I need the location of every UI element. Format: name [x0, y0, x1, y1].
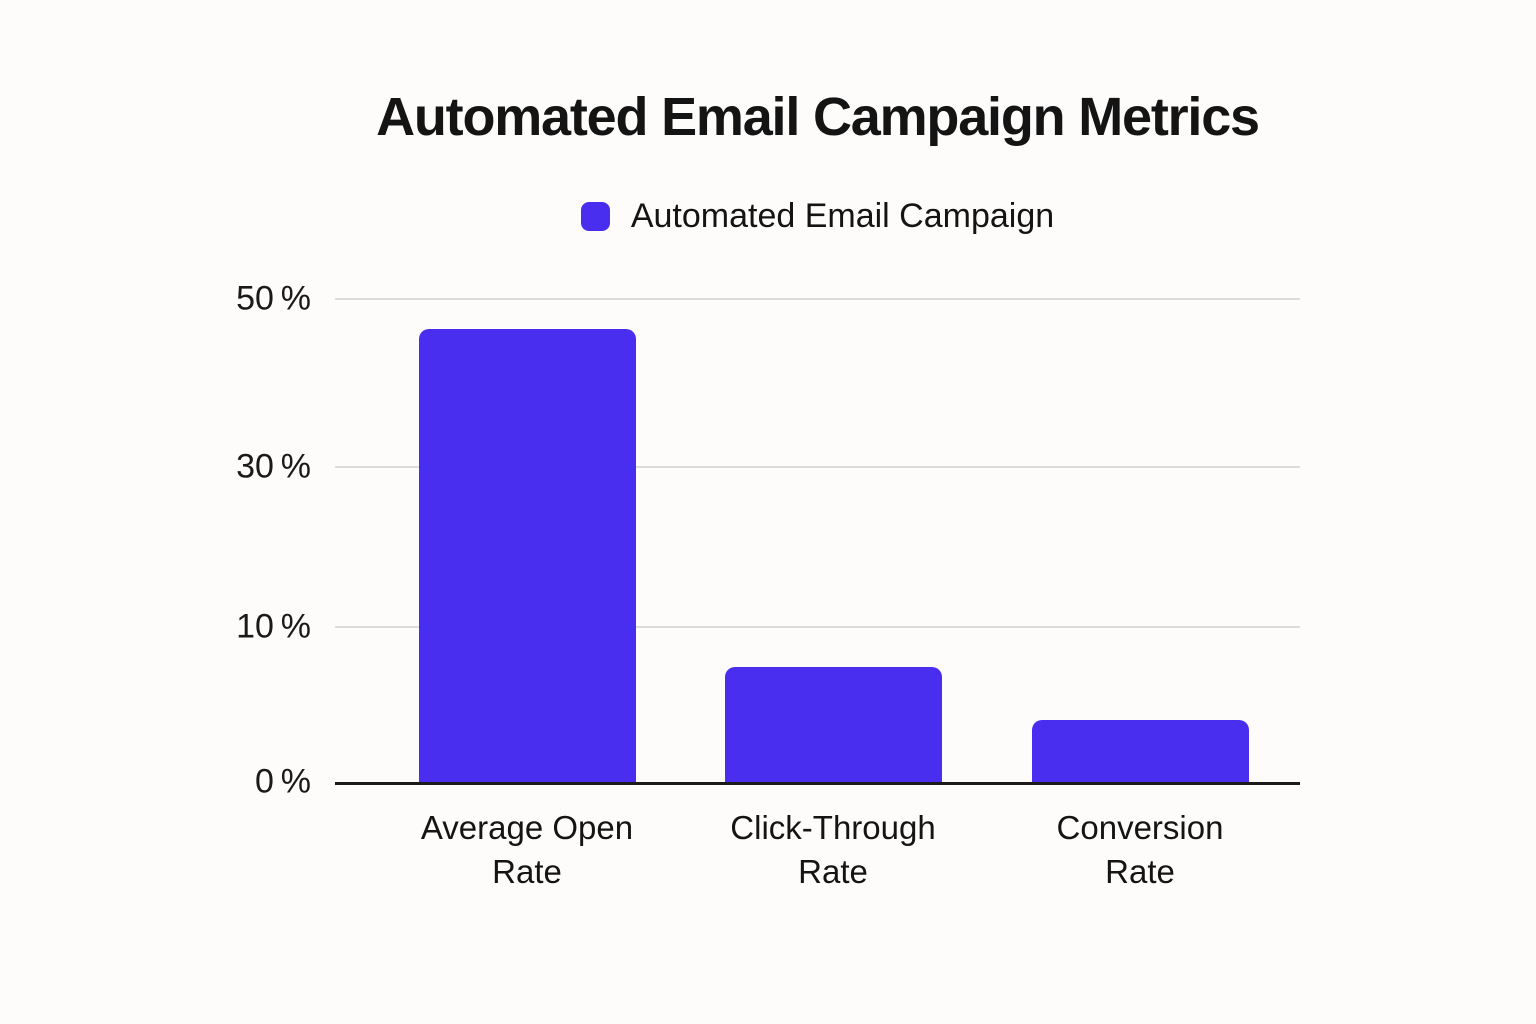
legend-label: Automated Email Campaign [630, 197, 1055, 235]
x-axis-labels: Average Open Rate Click-Through Rate Convers… [335, 806, 1300, 936]
x-axis-category-label-line: Rate [492, 853, 562, 890]
x-axis-category-label-line: Rate [1105, 853, 1175, 890]
gridline [335, 466, 1300, 469]
chart-title: Automated Email Campaign Metrics [376, 87, 1260, 147]
y-tick-label: 10 % [236, 607, 311, 646]
gridline [335, 625, 1300, 628]
x-axis-category-label-line: Rate [798, 853, 868, 890]
x-axis-category-label: Conversion Rate [1057, 806, 1224, 894]
bar [418, 329, 636, 782]
x-axis-category-label-line: Conversion [1056, 809, 1224, 846]
x-axis-category-label: Average Open Rate [421, 806, 633, 894]
legend-swatch-icon [580, 202, 610, 231]
y-tick-label: 0 % [255, 762, 311, 801]
legend: Automated Email Campaign [335, 197, 1300, 236]
plot-area: 0 % 10 % 30 % 50 % [236, 280, 1300, 801]
bar [1031, 720, 1249, 782]
y-tick-label: 50 % [236, 279, 311, 318]
x-axis-category-label-line: Average Open [420, 809, 634, 846]
gridline [335, 298, 1300, 300]
x-axis-category-label: Click-Through Rate [730, 806, 935, 894]
y-tick-label: 30 % [236, 447, 311, 486]
bar [724, 667, 942, 782]
x-axis-category-label-line: Click-Through [730, 809, 936, 846]
